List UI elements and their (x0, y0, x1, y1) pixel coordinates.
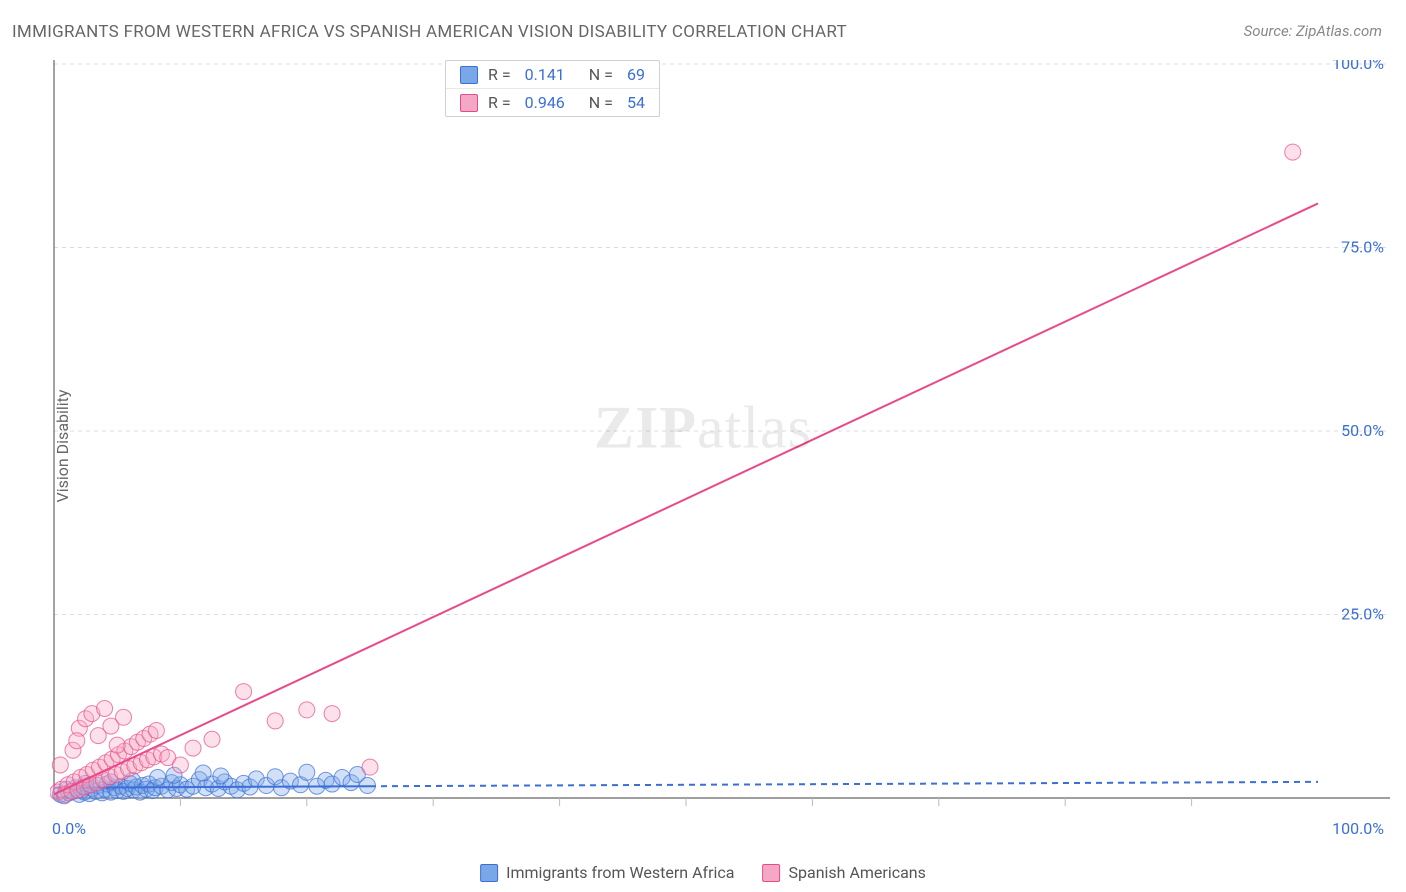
stat-n-value: 69 (627, 65, 645, 84)
legend-swatch (460, 94, 478, 112)
stat-r-value: 0.141 (525, 65, 565, 84)
data-point (1285, 144, 1301, 160)
chart-title: IMMIGRANTS FROM WESTERN AFRICA VS SPANIS… (12, 22, 847, 42)
data-point (69, 733, 85, 749)
legend-label: Immigrants from Western Africa (506, 863, 734, 882)
stats-legend: R = 0.141 N = 69 R = 0.946 N = 54 (445, 60, 660, 117)
legend-label: Spanish Americans (789, 863, 926, 882)
data-point (213, 768, 229, 784)
data-point (150, 769, 166, 785)
stat-n-label: N = (589, 93, 613, 112)
stats-legend-row: R = 0.946 N = 54 (446, 88, 659, 116)
x-tick-label-min: 0.0% (52, 819, 86, 838)
data-point (324, 706, 340, 722)
source-label: Source: (1244, 22, 1293, 40)
data-point (299, 702, 315, 718)
series-legend: Immigrants from Western Africa Spanish Am… (480, 863, 926, 882)
data-point (299, 764, 315, 780)
stat-r-value: 0.946 (525, 93, 565, 112)
data-point (148, 722, 164, 738)
data-point (267, 713, 283, 729)
data-point (97, 700, 113, 716)
y-tick-label: 75.0% (1341, 238, 1384, 257)
legend-entry: Spanish Americans (763, 863, 926, 882)
legend-swatch (480, 864, 498, 882)
data-point (195, 765, 211, 781)
legend-swatch (460, 66, 478, 84)
y-tick-label: 25.0% (1341, 605, 1384, 624)
source-attribution: Source: ZipAtlas.com (1244, 22, 1382, 40)
data-point (172, 757, 188, 773)
stats-legend-row: R = 0.141 N = 69 (446, 61, 659, 88)
x-tick-label-max: 100.0% (1332, 819, 1384, 838)
plot-area: 25.0% 50.0% 75.0% 100.0% 0.0% 100.0% (50, 60, 1390, 840)
data-point (52, 757, 68, 773)
legend-swatch (763, 864, 781, 882)
regression-line-dashed (370, 782, 1318, 786)
data-point (116, 709, 132, 725)
chart-container: IMMIGRANTS FROM WESTERN AFRICA VS SPANIS… (0, 0, 1406, 892)
plot-svg: 25.0% 50.0% 75.0% 100.0% 0.0% 100.0% (50, 60, 1390, 840)
data-point (204, 731, 220, 747)
regression-line-solid (54, 203, 1318, 794)
data-point (236, 684, 252, 700)
stat-n-label: N = (589, 65, 613, 84)
data-point (185, 740, 201, 756)
source-link[interactable]: ZipAtlas.com (1296, 22, 1382, 40)
legend-entry: Immigrants from Western Africa (480, 863, 734, 882)
data-point (109, 737, 125, 753)
stat-r-label: R = (488, 65, 511, 84)
stat-r-label: R = (488, 93, 511, 112)
data-point (362, 759, 378, 775)
y-tick-label: 100.0% (1332, 60, 1384, 73)
y-tick-label: 50.0% (1341, 421, 1384, 440)
stat-n-value: 54 (627, 93, 645, 112)
